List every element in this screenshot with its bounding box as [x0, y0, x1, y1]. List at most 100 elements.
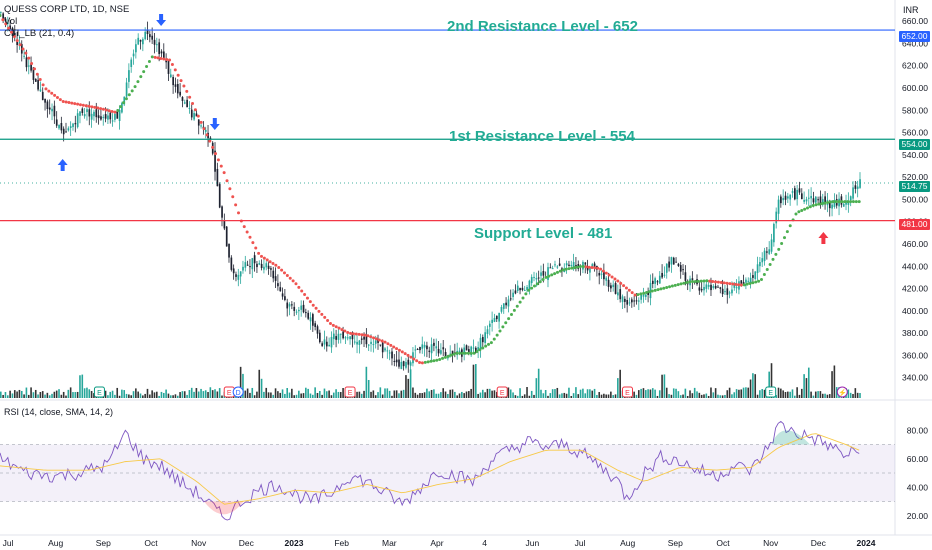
trend-dot	[495, 333, 499, 337]
trend-dot	[688, 280, 692, 284]
trend-dot	[1, 18, 5, 22]
trend-dot	[372, 336, 376, 340]
volume-bar	[9, 390, 11, 398]
volume-bar	[672, 388, 675, 398]
trend-dot	[624, 286, 628, 290]
trend-dot	[314, 306, 318, 310]
price-tick-label: 560.00	[902, 128, 928, 138]
trend-dot	[78, 103, 82, 107]
candle-body	[598, 272, 601, 276]
volume-bar	[76, 391, 79, 398]
candle-body	[393, 360, 396, 362]
volume-bar	[803, 374, 805, 398]
trend-dot	[168, 58, 172, 62]
volume-bar	[400, 390, 403, 398]
volume-bar	[398, 393, 400, 398]
volume-bar	[107, 395, 109, 398]
volume-bar	[314, 387, 316, 398]
candle-body	[831, 204, 833, 209]
candle-body	[610, 285, 612, 289]
volume-bar	[265, 387, 268, 398]
rsi-tick-label: 80.00	[907, 425, 929, 435]
trend-dot	[185, 89, 189, 93]
candle-body	[325, 341, 328, 347]
volume-bar	[651, 388, 654, 398]
volume-bar	[535, 378, 538, 398]
trend-dot	[851, 200, 855, 204]
trend-dot	[7, 26, 11, 30]
volume-bar	[537, 368, 540, 398]
volume-bar	[775, 395, 777, 398]
trend-dot	[449, 353, 453, 357]
rsi-title[interactable]: RSI (14, close, SMA, 14, 2)	[4, 407, 114, 417]
candles	[0, 11, 861, 373]
trend-dot	[504, 321, 508, 325]
trend-dot	[423, 360, 427, 364]
trend-dot	[489, 341, 493, 345]
trend-dot	[55, 96, 59, 100]
volume-bar	[281, 389, 284, 398]
symbol-title[interactable]: QUESS CORP LTD, 1D, NSE	[4, 4, 130, 15]
volume-label[interactable]: Vol	[4, 16, 18, 27]
candle-body	[842, 203, 845, 207]
trend-dot	[699, 279, 703, 283]
volume-bar	[135, 388, 137, 398]
trend-dot	[268, 260, 272, 264]
candle-body	[833, 200, 836, 207]
candle-body	[698, 287, 701, 291]
trend-dot	[627, 288, 631, 292]
volume-bar	[358, 391, 361, 398]
trend-dot	[524, 292, 528, 296]
candle-body	[451, 350, 454, 355]
volume-bar	[428, 391, 431, 398]
trend-dot	[193, 108, 197, 112]
candle-body	[626, 299, 629, 305]
volume-bar	[714, 388, 717, 398]
volume-bar	[691, 393, 694, 398]
candle-body	[281, 293, 284, 297]
trend-dot	[788, 224, 792, 228]
candle-body	[423, 344, 426, 348]
volume-bar	[214, 389, 216, 398]
volume-bar	[39, 391, 42, 398]
candle-body	[603, 271, 605, 280]
volume-bar	[409, 369, 412, 398]
volume-bar	[156, 391, 158, 398]
candle-body	[197, 119, 200, 126]
rsi-oversold-fill	[204, 501, 244, 515]
trend-dot	[285, 274, 289, 278]
candle-body	[668, 261, 670, 268]
volume-bar	[279, 392, 282, 398]
trend-dot	[702, 279, 706, 283]
volume-bar	[188, 390, 191, 398]
candle-body	[663, 274, 666, 276]
trend-dot	[613, 277, 617, 281]
trend-dot	[259, 254, 263, 258]
volume-bar	[204, 390, 207, 398]
candle-body	[2, 13, 5, 19]
volume-bar	[342, 388, 344, 398]
trend-dot	[771, 257, 775, 261]
candle-body	[23, 55, 25, 57]
marker-label: E	[97, 390, 102, 397]
marker-label: E	[500, 390, 505, 397]
volume-bar	[831, 371, 833, 398]
trend-dot	[47, 89, 51, 93]
trend-dot	[274, 263, 278, 267]
trend-dot	[446, 354, 450, 358]
time-tick-label: Aug	[48, 538, 63, 548]
time-tick-label: Jul	[3, 538, 14, 548]
indicator-label[interactable]: CTI_LB (21, 0.4)	[4, 28, 75, 39]
volume-bar	[20, 390, 23, 398]
volume-bar	[519, 388, 521, 398]
candle-body	[495, 315, 498, 320]
volume-bar	[46, 392, 49, 398]
trend-dot	[759, 277, 763, 281]
candle-body	[69, 126, 72, 129]
trend-dot	[142, 70, 146, 74]
candle-body	[549, 267, 552, 269]
candle-body	[272, 270, 275, 279]
trend-dot	[383, 340, 387, 344]
volume-bar	[337, 391, 340, 398]
trend-dot	[527, 288, 531, 292]
